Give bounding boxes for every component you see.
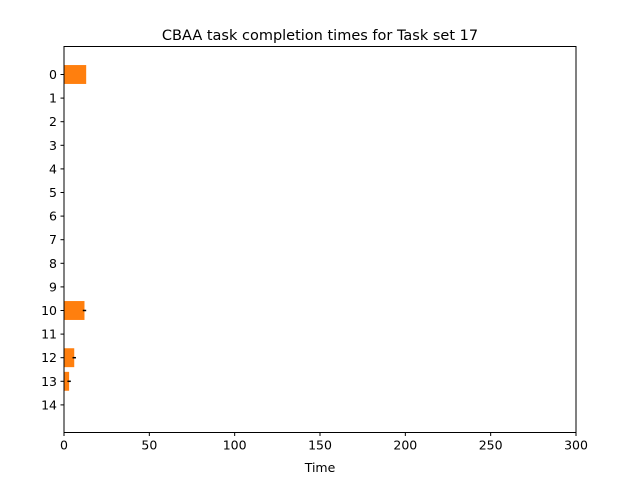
y-tick-label: 4 <box>49 161 57 176</box>
x-tick-label: 150 <box>308 438 332 453</box>
x-tick-label: 50 <box>141 438 157 453</box>
y-tick-label: 5 <box>49 185 57 200</box>
y-tick-label: 1 <box>49 91 57 106</box>
error-bars-layer <box>67 309 87 383</box>
y-tick-label: 11 <box>41 327 57 342</box>
bars-layer <box>64 65 87 391</box>
x-tick-label: 300 <box>564 438 588 453</box>
y-tick-label: 9 <box>49 279 57 294</box>
bar-task-0 <box>64 65 87 84</box>
y-tick-label: 8 <box>49 256 57 271</box>
bar-task-12 <box>64 348 75 368</box>
chart-title: CBAA task completion times for Task set … <box>162 28 478 44</box>
bar-task-10 <box>64 301 85 320</box>
y-tick-label: 14 <box>41 397 57 412</box>
x-axis: 0 50 100 150 200 250 300 <box>60 432 588 453</box>
y-tick-label: 7 <box>49 232 57 247</box>
y-tick-label: 3 <box>49 138 57 153</box>
y-tick-label: 12 <box>41 350 57 365</box>
x-tick-label: 200 <box>393 438 417 453</box>
bar-task-13 <box>64 371 70 391</box>
y-tick-label: 10 <box>41 303 57 318</box>
x-tick-label: 100 <box>223 438 247 453</box>
plot-frame <box>63 46 577 433</box>
y-tick-label: 0 <box>49 67 57 82</box>
y-tick-label: 13 <box>41 374 57 389</box>
x-tick-label: 0 <box>60 438 68 453</box>
x-axis-label: Time <box>304 460 336 475</box>
y-tick-label: 6 <box>49 209 57 224</box>
x-tick-label: 250 <box>479 438 503 453</box>
y-tick-label: 2 <box>49 114 57 129</box>
